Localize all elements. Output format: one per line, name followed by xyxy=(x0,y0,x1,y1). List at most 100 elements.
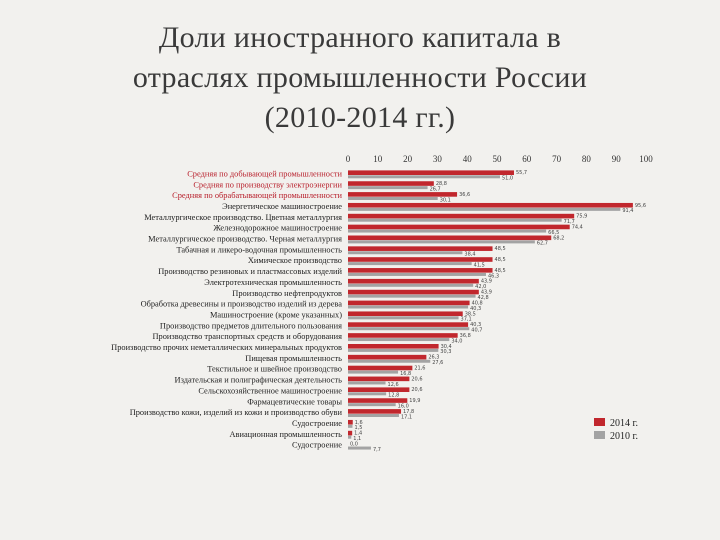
value-label-2014: 95,6 xyxy=(635,203,646,209)
value-label-2010: 27,6 xyxy=(432,360,443,366)
bar-2014 xyxy=(348,246,493,251)
bar-2014 xyxy=(348,300,470,306)
value-label-2010: 30,3 xyxy=(440,349,451,355)
value-label-2014: 55,7 xyxy=(516,170,527,176)
bar-2014 xyxy=(348,376,410,382)
bar-2010 xyxy=(348,240,535,244)
bar-2014 xyxy=(348,235,552,241)
value-label-2010: 40,3 xyxy=(470,306,481,312)
category-label: Энергетическое машиностроение xyxy=(222,202,342,211)
value-label-2014: 36,6 xyxy=(459,192,470,198)
value-label-2010: 91,4 xyxy=(622,208,633,214)
value-label-2010: 12,8 xyxy=(388,393,399,399)
value-label-2014: 48,5 xyxy=(495,257,506,263)
category-label: Обработка древесины и производство издел… xyxy=(141,300,343,309)
category-label: Сельскохозяйственное машиностроение xyxy=(198,386,342,395)
bar-2010 xyxy=(348,424,353,428)
value-label-2010: 42,0 xyxy=(475,284,486,290)
bar-2014 xyxy=(348,311,463,317)
category-label: Издательская и полиграфическая деятельно… xyxy=(175,376,343,385)
bar-2014 xyxy=(348,409,402,414)
category-label: Средняя по производству электроэнергии xyxy=(193,180,342,189)
category-label: Авиационная промышленность xyxy=(229,430,342,439)
value-label-2010: 41,5 xyxy=(474,262,485,268)
value-label-2014: 38,5 xyxy=(465,311,476,317)
bar-2010 xyxy=(348,197,438,200)
value-label-2010: 62,7 xyxy=(537,241,548,247)
bar-2014 xyxy=(348,333,458,338)
bar-2014 xyxy=(348,192,458,197)
x-tick-label: 100 xyxy=(639,154,653,164)
legend-label-2014: 2014 г. xyxy=(610,418,638,429)
category-label: Производство предметов длительного польз… xyxy=(160,321,342,330)
category-label: Табачная и ликеро-водочная промышленност… xyxy=(176,245,342,254)
category-label: Железнодорожное машиностроение xyxy=(213,224,342,233)
value-label-2010: 40,7 xyxy=(471,328,482,334)
bar-2010 xyxy=(348,348,439,352)
value-label-2014: 40,3 xyxy=(470,322,481,328)
bar-2014 xyxy=(348,365,413,371)
value-label-2010: 1,1 xyxy=(353,436,361,442)
value-label-2010: 46,3 xyxy=(488,273,499,279)
value-label-2014: 1,6 xyxy=(355,420,363,426)
value-label-2010: 16,8 xyxy=(400,371,411,377)
bar-2010 xyxy=(348,327,470,331)
bar-2010 xyxy=(348,218,562,222)
value-label-2010: 34,0 xyxy=(451,338,462,344)
bar-2010 xyxy=(348,446,371,450)
value-label-2014: 68,2 xyxy=(553,235,564,241)
chart-title: Доли иностранного капитала в отраслях пр… xyxy=(0,18,720,138)
value-label-2010: 1,5 xyxy=(354,425,362,431)
category-label: Машиностроение (кроме указанных) xyxy=(210,310,342,319)
value-label-2010: 71,7 xyxy=(564,219,575,225)
value-label-2014: 36,8 xyxy=(460,333,471,339)
value-label-2014: 43,9 xyxy=(481,279,492,285)
legend-swatch-2014 xyxy=(594,418,605,426)
bar-2014 xyxy=(348,322,469,327)
bar-2014 xyxy=(348,170,514,175)
category-label: Текстильное и швейное производство xyxy=(207,365,342,374)
category-label: Производство резиновых и пластмассовых и… xyxy=(158,267,342,276)
bar-2010 xyxy=(348,338,450,342)
chart-title-line-2: отраслях промышленности России xyxy=(132,61,588,94)
category-label: Фармацевтические товары xyxy=(247,397,342,406)
category-label: Средняя по добывающей промышленности xyxy=(187,169,342,178)
category-label: Производство прочих неметаллических мине… xyxy=(111,343,342,352)
category-label: Производство транспортных средств и обор… xyxy=(152,332,342,341)
bar-2010 xyxy=(348,392,387,396)
value-label-2014: 28,8 xyxy=(436,181,447,187)
bar-2010 xyxy=(348,381,386,385)
bar-2014 xyxy=(348,387,410,392)
chart-title-line-3: (2010-2014 гг.) xyxy=(264,101,456,134)
bar-2014 xyxy=(348,344,439,349)
bar-2010 xyxy=(348,370,399,374)
value-label-2010: 12,6 xyxy=(388,382,399,388)
x-tick-label: 30 xyxy=(433,154,443,164)
x-tick-label: 40 xyxy=(463,154,473,164)
category-label: Пищевая промышленность xyxy=(245,354,342,363)
bar-2010 xyxy=(348,294,476,298)
value-label-2014: 43,9 xyxy=(481,290,492,296)
x-tick-label: 10 xyxy=(373,154,383,164)
bar-2014 xyxy=(348,278,479,284)
legend-label-2010: 2010 г. xyxy=(610,431,638,442)
value-label-2010: 30,1 xyxy=(440,197,451,203)
bar-2010 xyxy=(348,435,352,439)
value-label-2010: 37,1 xyxy=(461,317,472,323)
value-label-2014: 20,6 xyxy=(411,376,422,382)
bar-2014 xyxy=(348,181,434,186)
bar-2014 xyxy=(348,430,353,436)
bar-2010 xyxy=(348,316,459,320)
x-tick-label: 70 xyxy=(552,154,562,164)
value-label-2010: 17,1 xyxy=(401,414,412,420)
bar-2014 xyxy=(348,257,493,262)
value-label-2010: 7,7 xyxy=(373,447,381,453)
bar-2010 xyxy=(348,207,621,211)
bar-2014 xyxy=(348,289,479,295)
value-label-2010: 51,0 xyxy=(502,176,513,182)
value-label-2010: 66,5 xyxy=(548,230,559,236)
value-label-2014: 20,6 xyxy=(411,387,422,393)
bar-2010 xyxy=(348,229,547,233)
chart-title-line-1: Доли иностранного капитала в xyxy=(158,21,562,54)
